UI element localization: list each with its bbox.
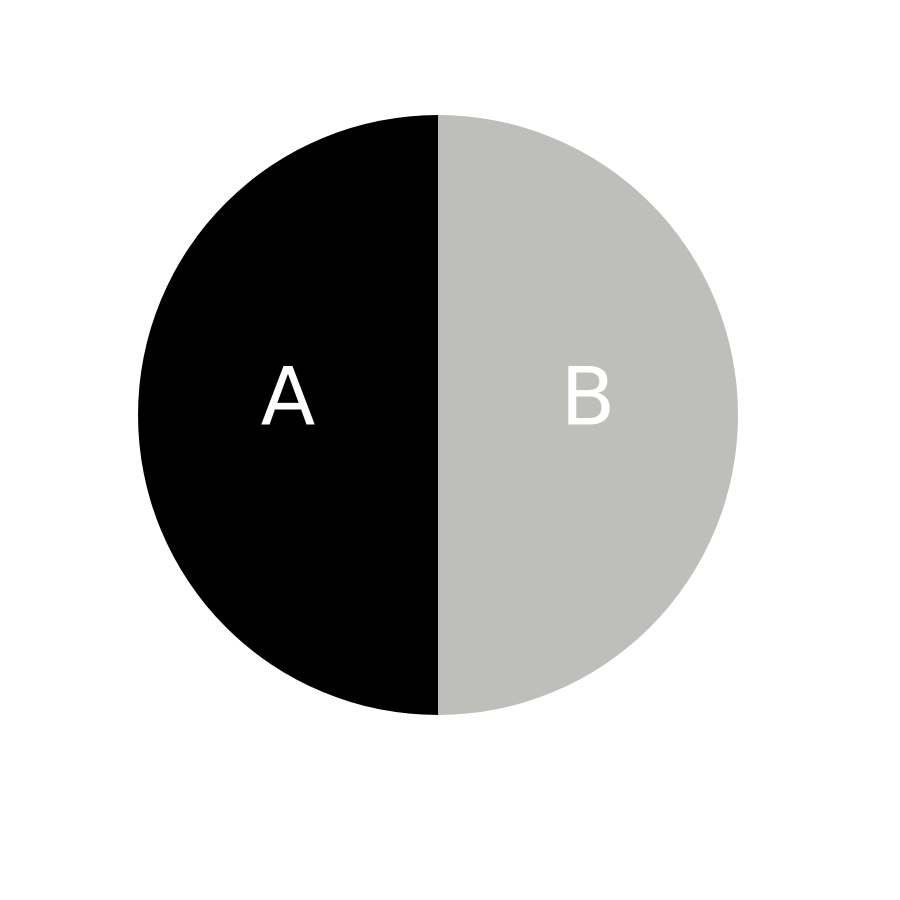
pie-slice-label-b: B	[561, 351, 616, 444]
pie-slices	[138, 115, 738, 715]
pie-slice-b	[438, 115, 738, 715]
pie-slice-a	[138, 115, 438, 715]
pie-slice-label-a: A	[261, 351, 316, 444]
